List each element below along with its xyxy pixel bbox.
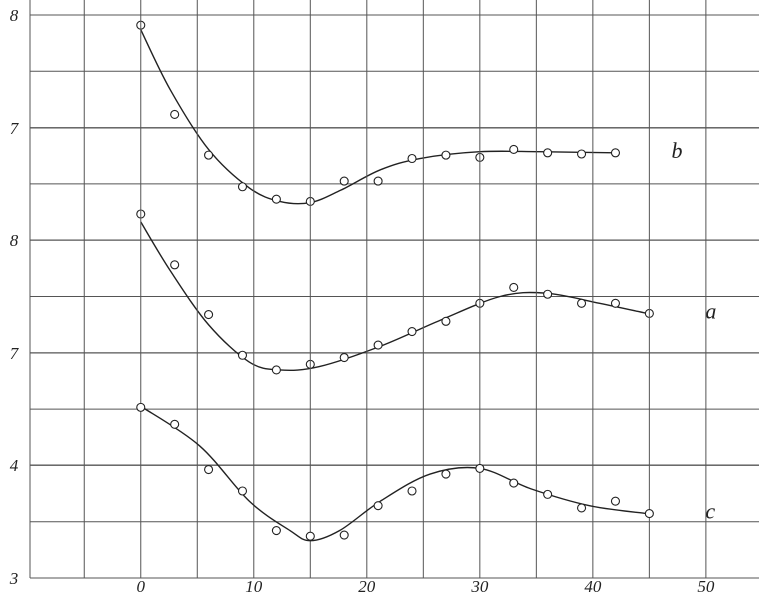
data-point bbox=[204, 150, 214, 160]
x-tick-label: 20 bbox=[358, 577, 376, 596]
data-point bbox=[543, 289, 553, 299]
data-point bbox=[610, 148, 621, 158]
data-point bbox=[237, 486, 248, 496]
y-tick-label: 4 bbox=[10, 456, 19, 475]
data-point bbox=[644, 509, 654, 519]
data-point bbox=[271, 525, 281, 536]
data-point bbox=[577, 503, 587, 513]
data-point bbox=[407, 326, 417, 337]
data-point bbox=[543, 489, 553, 499]
data-point bbox=[407, 486, 417, 496]
data-point bbox=[170, 260, 180, 270]
y-tick-label: 3 bbox=[9, 569, 19, 588]
y-tick-label: 7 bbox=[10, 344, 20, 363]
x-tick-label: 0 bbox=[137, 577, 146, 596]
x-tick-label: 30 bbox=[470, 577, 489, 596]
data-point bbox=[543, 148, 553, 158]
y-tick-label: 7 bbox=[10, 119, 20, 138]
data-point bbox=[577, 298, 587, 308]
data-point bbox=[577, 149, 587, 159]
fit-curve bbox=[140, 405, 648, 542]
data-point bbox=[305, 531, 315, 541]
x-tick-label: 50 bbox=[697, 577, 715, 596]
data-point bbox=[339, 176, 349, 186]
data-point bbox=[237, 182, 248, 192]
data-point bbox=[441, 316, 451, 326]
data-point bbox=[373, 501, 383, 511]
data-point bbox=[407, 153, 417, 164]
y-tick-label: 8 bbox=[10, 6, 19, 25]
data-point bbox=[170, 419, 180, 429]
data-point bbox=[170, 109, 180, 119]
series-label: c bbox=[705, 499, 715, 524]
fit-curve bbox=[140, 29, 616, 205]
x-tick-label: 10 bbox=[245, 577, 263, 596]
data-point bbox=[509, 282, 519, 293]
data-point bbox=[136, 402, 146, 412]
data-point bbox=[475, 463, 485, 473]
data-point bbox=[509, 144, 519, 155]
series-label: a bbox=[705, 298, 716, 323]
data-point bbox=[271, 365, 281, 375]
data-point bbox=[441, 150, 451, 160]
data-point bbox=[373, 340, 383, 350]
data-point bbox=[610, 496, 621, 506]
data-point bbox=[509, 478, 519, 488]
data-point bbox=[339, 352, 349, 363]
data-point bbox=[204, 310, 214, 320]
data-point bbox=[610, 298, 621, 308]
series-label: b bbox=[671, 138, 682, 163]
x-tick-label: 40 bbox=[584, 577, 602, 596]
y-tick-label: 8 bbox=[10, 231, 19, 250]
data-point bbox=[339, 530, 349, 540]
data-point bbox=[237, 350, 248, 360]
data-point bbox=[204, 464, 214, 475]
data-point bbox=[271, 194, 281, 204]
data-point bbox=[441, 469, 451, 479]
data-point bbox=[373, 176, 383, 186]
